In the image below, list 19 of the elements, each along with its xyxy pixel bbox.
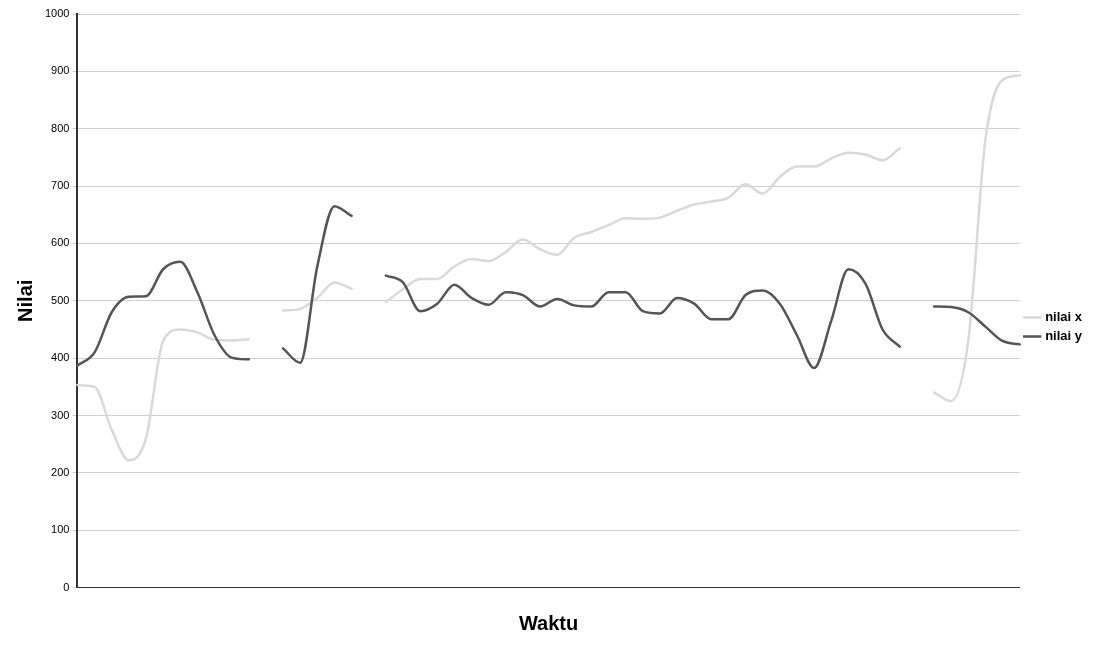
- legend-label: nilai y: [1045, 328, 1083, 344]
- y-tick-label: 0: [63, 580, 70, 593]
- line-series: [384, 268, 901, 370]
- y-tick-label: 500: [51, 293, 70, 306]
- line-series: [932, 305, 1021, 346]
- y-tick-label: 900: [51, 64, 70, 77]
- y-tick-label: 800: [51, 121, 70, 134]
- line-series: [281, 204, 353, 364]
- x-axis-title: Waktu: [518, 611, 579, 634]
- y-tick-label: 300: [51, 408, 70, 421]
- y-tick-label: 100: [51, 523, 70, 536]
- y-tick-label: 400: [51, 351, 70, 364]
- legend-label: nilai x: [1045, 309, 1083, 325]
- y-tick-label: 700: [51, 179, 70, 192]
- y-tick-label: 600: [51, 236, 70, 249]
- line-series: [76, 260, 251, 367]
- y-axis-title: Nilai: [13, 279, 36, 322]
- y-tick-label: 200: [51, 465, 70, 478]
- y-tick-label: 1000: [44, 7, 70, 20]
